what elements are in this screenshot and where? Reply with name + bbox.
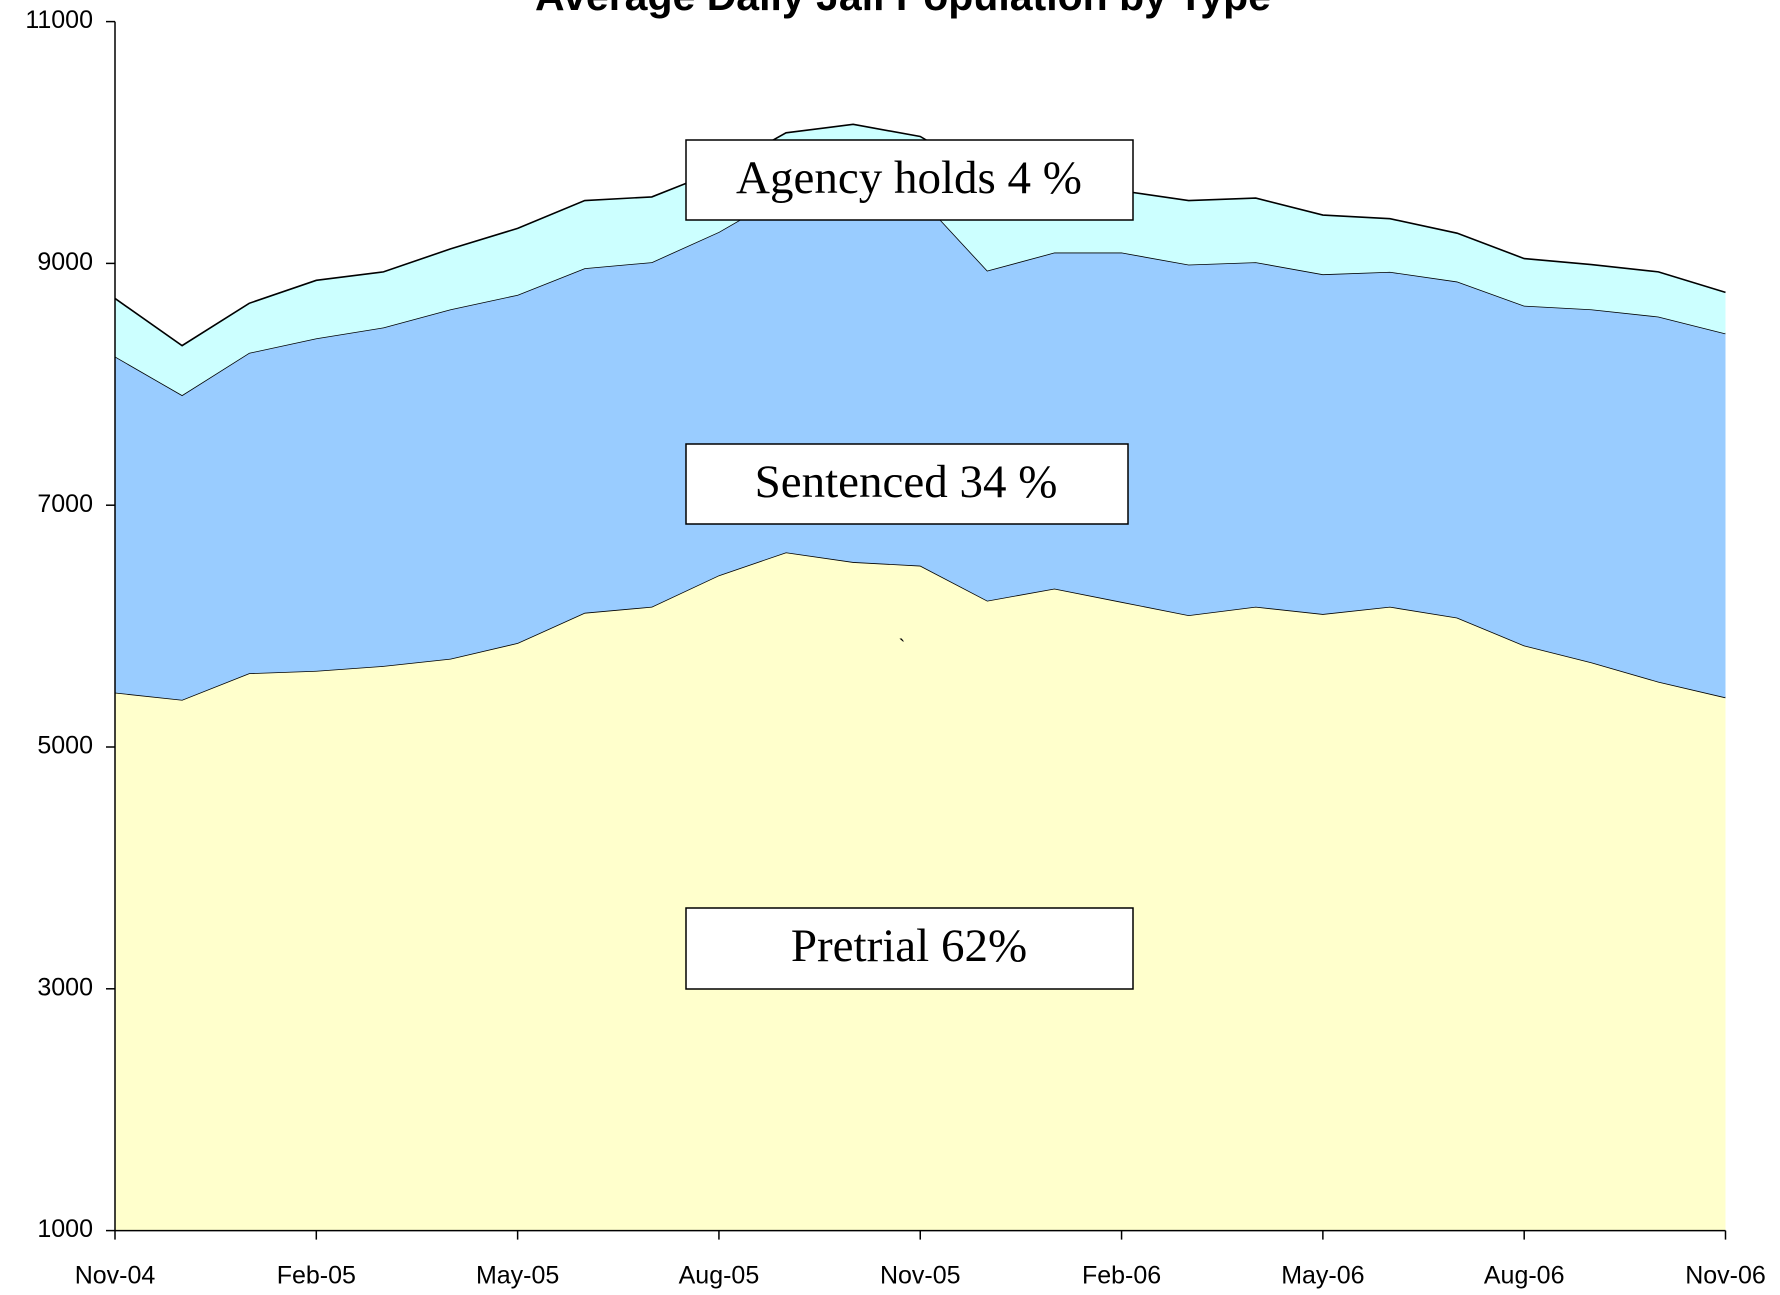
x-tick-label: Nov-04 bbox=[75, 1262, 156, 1290]
y-tick-label: 3000 bbox=[37, 973, 93, 1001]
chart-title: Average Daily Jail Population by Type bbox=[535, 0, 1271, 19]
x-tick-label: Aug-06 bbox=[1484, 1262, 1565, 1290]
plot-area bbox=[114, 123, 1726, 1231]
y-tick-label: 5000 bbox=[37, 732, 93, 760]
annotation: Pretrial 62% bbox=[791, 920, 1027, 972]
annotation-box bbox=[685, 139, 1134, 221]
x-tick-label: May-05 bbox=[476, 1262, 559, 1290]
y-tick-label: 9000 bbox=[37, 248, 93, 276]
area-edge bbox=[114, 123, 1726, 347]
y-tick-label: 11000 bbox=[25, 6, 93, 34]
annotation: Agency holds 4 % bbox=[736, 152, 1082, 204]
x-tick-label: Feb-06 bbox=[1082, 1262, 1161, 1290]
y-tick-label: 7000 bbox=[37, 490, 93, 518]
x-tick-label: Feb-05 bbox=[277, 1262, 356, 1290]
area bbox=[115, 552, 1726, 1231]
x-tick-label: Aug-05 bbox=[679, 1262, 760, 1290]
y-tick-label: 1000 bbox=[37, 1215, 93, 1243]
x-tick-label: May-06 bbox=[1281, 1262, 1364, 1290]
annotation-box bbox=[685, 907, 1134, 990]
annotation-box bbox=[685, 443, 1129, 525]
x-tick-label: Nov-05 bbox=[880, 1262, 961, 1290]
annotation: Sentenced 34 % bbox=[755, 456, 1058, 508]
x-tick-label: Nov-06 bbox=[1685, 1262, 1766, 1290]
annotation: ` bbox=[899, 636, 906, 658]
